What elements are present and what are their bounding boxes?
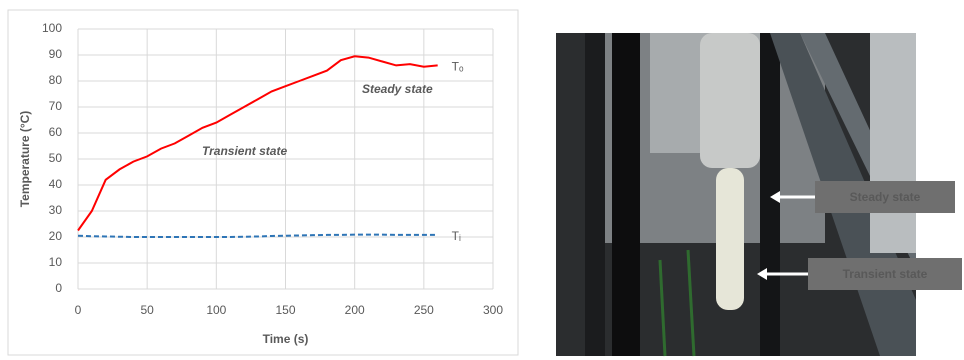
x-tick-label: 100 xyxy=(206,303,226,317)
x-tick-label: 150 xyxy=(275,303,295,317)
series-line xyxy=(77,233,438,238)
y-tick-label: 80 xyxy=(49,73,63,87)
y-tick-label: 20 xyxy=(49,229,63,243)
series-line xyxy=(77,55,438,232)
label-box xyxy=(808,258,962,290)
label-box xyxy=(815,181,955,213)
y-tick-label: 60 xyxy=(49,125,63,139)
arrow-head xyxy=(757,268,767,280)
y-tick-label: 30 xyxy=(49,203,63,217)
arrow-head xyxy=(770,191,780,203)
chart-frame xyxy=(7,9,519,356)
x-tick-label: 200 xyxy=(345,303,365,317)
annotation: Steady state xyxy=(362,82,433,96)
x-axis-label: Time (s) xyxy=(263,332,309,346)
y-tick-label: 50 xyxy=(49,151,63,165)
x-tick-label: 250 xyxy=(414,303,434,317)
photo-label: Steady state xyxy=(850,190,921,204)
x-tick-label: 50 xyxy=(140,303,154,317)
x-tick-label: 300 xyxy=(483,303,503,317)
photo-label: Transient state xyxy=(843,267,928,281)
y-tick-label: 100 xyxy=(42,21,62,35)
x-tick-label: 0 xyxy=(75,303,82,317)
series-label: Tₒ xyxy=(452,60,464,74)
y-tick-label: 40 xyxy=(49,177,63,191)
y-tick-label: 90 xyxy=(49,47,63,61)
photo xyxy=(556,33,916,357)
annotation: Transient state xyxy=(202,144,287,158)
y-tick-label: 0 xyxy=(55,281,62,295)
series-label: Tᵢ xyxy=(452,229,461,243)
y-tick-label: 70 xyxy=(49,99,63,113)
y-tick-label: 10 xyxy=(49,255,63,269)
y-axis-label: Temperature (°C) xyxy=(18,111,32,208)
